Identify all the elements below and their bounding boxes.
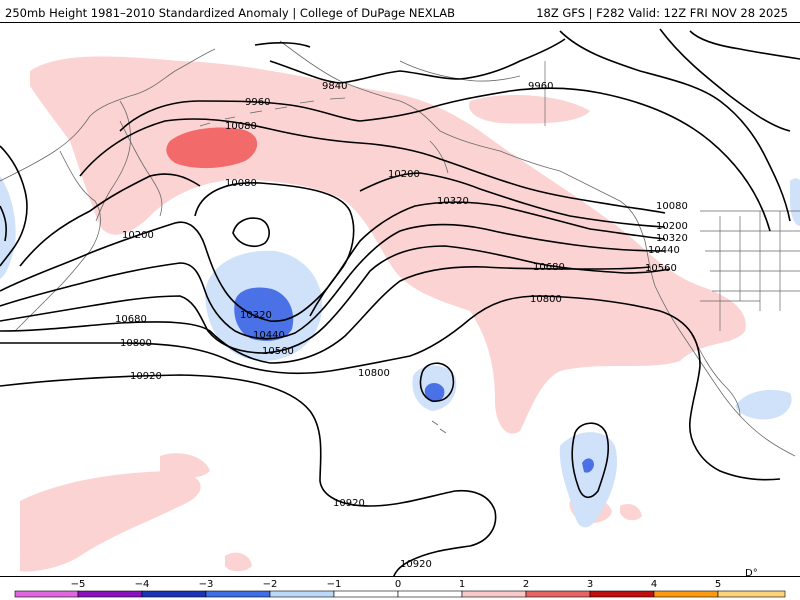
contour-label: 9960 xyxy=(528,81,553,92)
contour-label: 10920 xyxy=(333,498,365,509)
colorbar-swatch xyxy=(653,590,719,598)
contour-label: 10680 xyxy=(533,262,565,273)
map-title: 250mb Height 1981–2010 Standardized Anom… xyxy=(5,6,456,20)
hawaii-islands xyxy=(431,420,447,434)
positive-anomaly-region xyxy=(225,552,252,572)
strong-positive-anomaly-region xyxy=(166,127,258,169)
contour-label: 10320 xyxy=(240,310,272,321)
colorbar-swatches xyxy=(14,590,786,598)
contour-label: 10560 xyxy=(262,346,294,357)
strong-negative-anomaly-shading xyxy=(234,287,594,473)
strong-negative-anomaly-region xyxy=(234,287,294,341)
colorbar-tick-label: −2 xyxy=(263,579,278,590)
kamchatka-coastline xyxy=(95,100,131,222)
contour-label: 10320 xyxy=(656,233,688,244)
political-boundaries xyxy=(544,61,800,331)
colorbar-tick-label: −1 xyxy=(327,579,342,590)
colorbar-tick-label: −5 xyxy=(71,579,86,590)
strong-negative-anomaly-region xyxy=(582,458,594,473)
state-boundaries xyxy=(544,61,800,331)
contour-label: 10440 xyxy=(648,245,680,256)
colorbar-tick-label: 1 xyxy=(459,579,465,590)
positive-anomaly-region xyxy=(20,471,201,572)
contour-label: 10920 xyxy=(130,371,162,382)
colorbar-swatch xyxy=(397,590,463,598)
contour-10440 xyxy=(0,223,666,340)
contour-10680 xyxy=(0,266,651,364)
negative-anomaly-region xyxy=(735,389,792,420)
contour-label: 10080 xyxy=(225,121,257,132)
contour-label: 10200 xyxy=(388,169,420,180)
positive-anomaly-region xyxy=(620,504,642,521)
contour-label: 10920 xyxy=(400,559,432,570)
contour-label: 9960 xyxy=(245,97,270,108)
colorbar-tick-label: 4 xyxy=(651,579,657,590)
contour-label: 10560 xyxy=(645,263,677,274)
colorbar-swatch xyxy=(269,590,335,598)
colorbar-swatch xyxy=(333,590,399,598)
map-corner-text: D° xyxy=(745,568,758,577)
colorbar-tick-label: 3 xyxy=(587,579,593,590)
map-header: 250mb Height 1981–2010 Standardized Anom… xyxy=(0,0,800,22)
contour-10200 xyxy=(19,172,666,267)
strong-negative-anomaly-region xyxy=(424,383,445,403)
strong-positive-anomaly-shading xyxy=(166,127,258,169)
north-america-west-coast xyxy=(644,240,796,457)
colorbar-swatch xyxy=(77,590,143,598)
contour-label: 10320 xyxy=(437,196,469,207)
colorbar-tick-label: 2 xyxy=(523,579,529,590)
contour-northeast-ring xyxy=(659,28,800,132)
contour-closed-low-hawaii xyxy=(419,362,455,402)
positive-anomaly-region xyxy=(540,293,740,345)
colorbar-tick-label: 0 xyxy=(395,579,401,590)
colorbar-swatch xyxy=(717,590,786,598)
positive-anomaly-region xyxy=(469,95,590,124)
contour-label: 10800 xyxy=(358,368,390,379)
anomaly-colorbar: −5 −4 −3 −2 −1 0 1 2 3 4 5 xyxy=(14,579,786,598)
colorbar-swatch xyxy=(589,590,655,598)
colorbar-swatch xyxy=(205,590,271,598)
contour-label: 10800 xyxy=(530,294,562,305)
contour-10080 xyxy=(79,118,666,214)
aleutian-islands xyxy=(199,97,346,127)
contour-label: 10200 xyxy=(656,221,688,232)
contour-label: 10200 xyxy=(122,230,154,241)
contour-label: 10440 xyxy=(253,330,285,341)
negative-anomaly-region xyxy=(559,432,618,528)
model-run-info: 18Z GFS | F282 Valid: 12Z FRI NOV 28 202… xyxy=(536,6,788,20)
contour-label: 10800 xyxy=(120,338,152,349)
contour-10320 xyxy=(0,201,666,322)
contour-closed-low-south xyxy=(571,422,610,499)
contour-label: 10680 xyxy=(115,314,147,325)
negative-anomaly-region xyxy=(0,176,16,279)
contour-label: 10080 xyxy=(656,201,688,212)
contour-closed-low-north xyxy=(232,217,270,247)
colorbar-tick-label: −4 xyxy=(135,579,150,590)
map-canvas: 9840 9960 9960 10080 10080 10080 10200 1… xyxy=(0,28,800,577)
contour-10920 xyxy=(0,30,791,576)
positive-anomaly-region xyxy=(160,453,210,478)
colorbar-swatch xyxy=(461,590,527,598)
colorbar-swatch xyxy=(14,590,79,598)
negative-anomaly-region xyxy=(790,178,800,226)
contour-labels: 9840 9960 9960 10080 10080 10080 10200 1… xyxy=(115,81,688,570)
contour-west-edge xyxy=(0,145,28,267)
height-contours xyxy=(0,28,800,576)
colorbar-tick-labels: −5 −4 −3 −2 −1 0 1 2 3 4 5 xyxy=(71,579,722,590)
contour-9840 xyxy=(254,38,566,84)
contour-label: 9840 xyxy=(322,81,347,92)
colorbar-tick-label: −3 xyxy=(199,579,214,590)
contour-label: 10080 xyxy=(225,178,257,189)
colorbar-swatch xyxy=(525,590,591,598)
contour-9960 xyxy=(119,87,771,232)
colorbar-tick-label: 5 xyxy=(715,579,721,590)
colorbar-swatch xyxy=(141,590,207,598)
map-panel: 9840 9960 9960 10080 10080 10080 10200 1… xyxy=(0,22,800,577)
contour-10800 xyxy=(0,295,781,481)
contour-10560 xyxy=(0,245,671,354)
